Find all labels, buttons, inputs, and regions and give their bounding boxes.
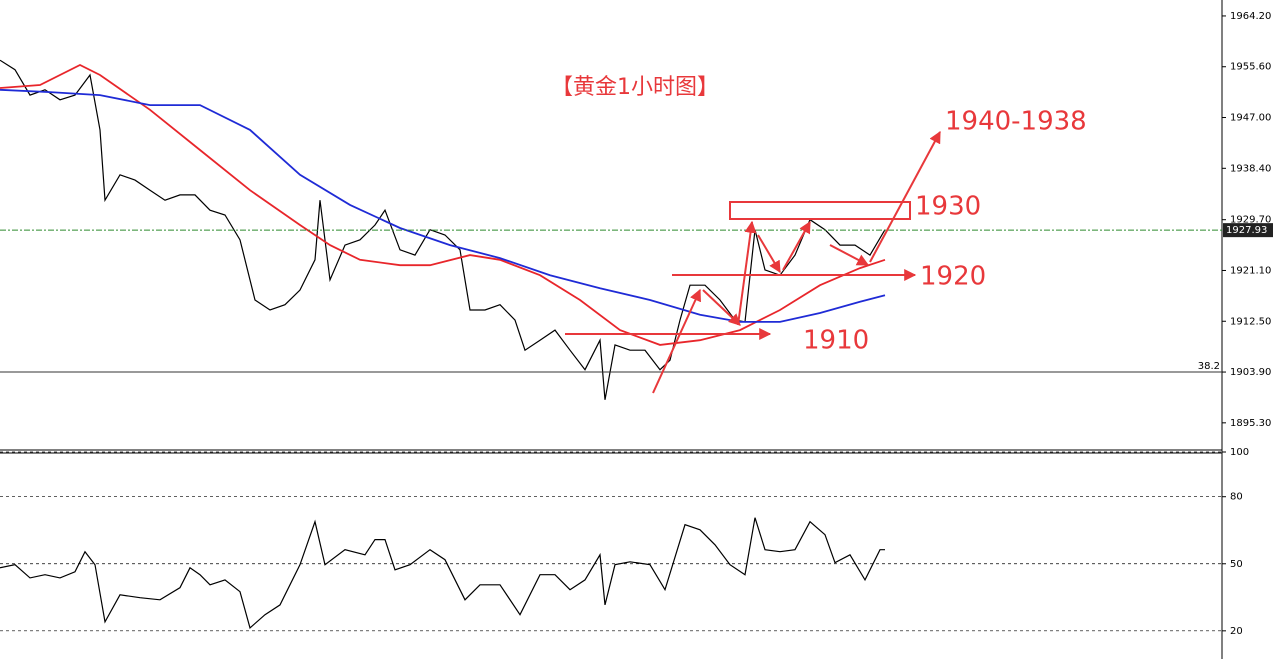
series-line bbox=[0, 88, 886, 323]
fib-label: 38.2 bbox=[1198, 361, 1220, 372]
arrow bbox=[757, 234, 781, 274]
drawing-tools bbox=[565, 130, 941, 394]
y-tick-label: 20 bbox=[1230, 626, 1243, 637]
marks: 1964.20 1955.60 1947.00 1938.40 1929.70 1921.… bbox=[0, 11, 1273, 637]
annotation: 1930 bbox=[915, 192, 981, 222]
y-tick-label: 1921.10 bbox=[1230, 265, 1271, 276]
resistance-box bbox=[729, 201, 911, 220]
arrow bbox=[737, 220, 757, 326]
y-tick-label: 1964.20 bbox=[1230, 11, 1271, 22]
y-tick-label: 80 bbox=[1230, 492, 1243, 503]
series-line bbox=[0, 517, 885, 629]
arrow bbox=[829, 244, 870, 266]
current-price-label: 1927.93 bbox=[1226, 225, 1267, 236]
annotation: 1910 bbox=[803, 326, 869, 356]
y-tick-label: 100 bbox=[1230, 447, 1249, 458]
y-tick-label: 1903.90 bbox=[1230, 367, 1271, 378]
annotation: 1940-1938 bbox=[945, 107, 1087, 137]
y-tick-label: 1929.70 bbox=[1230, 215, 1271, 226]
y-tick-label: 1955.60 bbox=[1230, 62, 1271, 73]
chart-title: 【黄金1小时图】 bbox=[551, 75, 719, 100]
arrow bbox=[652, 288, 701, 394]
arrow bbox=[782, 220, 811, 271]
y-tick-label: 1895.30 bbox=[1230, 418, 1271, 429]
price-label-box bbox=[1223, 223, 1273, 238]
arrow bbox=[702, 289, 741, 326]
y-tick-label: 50 bbox=[1230, 559, 1243, 570]
y-tick-label: 1947.00 bbox=[1230, 113, 1271, 124]
plot-area bbox=[0, 0, 1222, 659]
y-tick-label: 1938.40 bbox=[1230, 163, 1271, 174]
y-tick-label: 1912.50 bbox=[1230, 316, 1271, 327]
arrow bbox=[869, 130, 941, 263]
annotation: 1920 bbox=[920, 262, 986, 292]
